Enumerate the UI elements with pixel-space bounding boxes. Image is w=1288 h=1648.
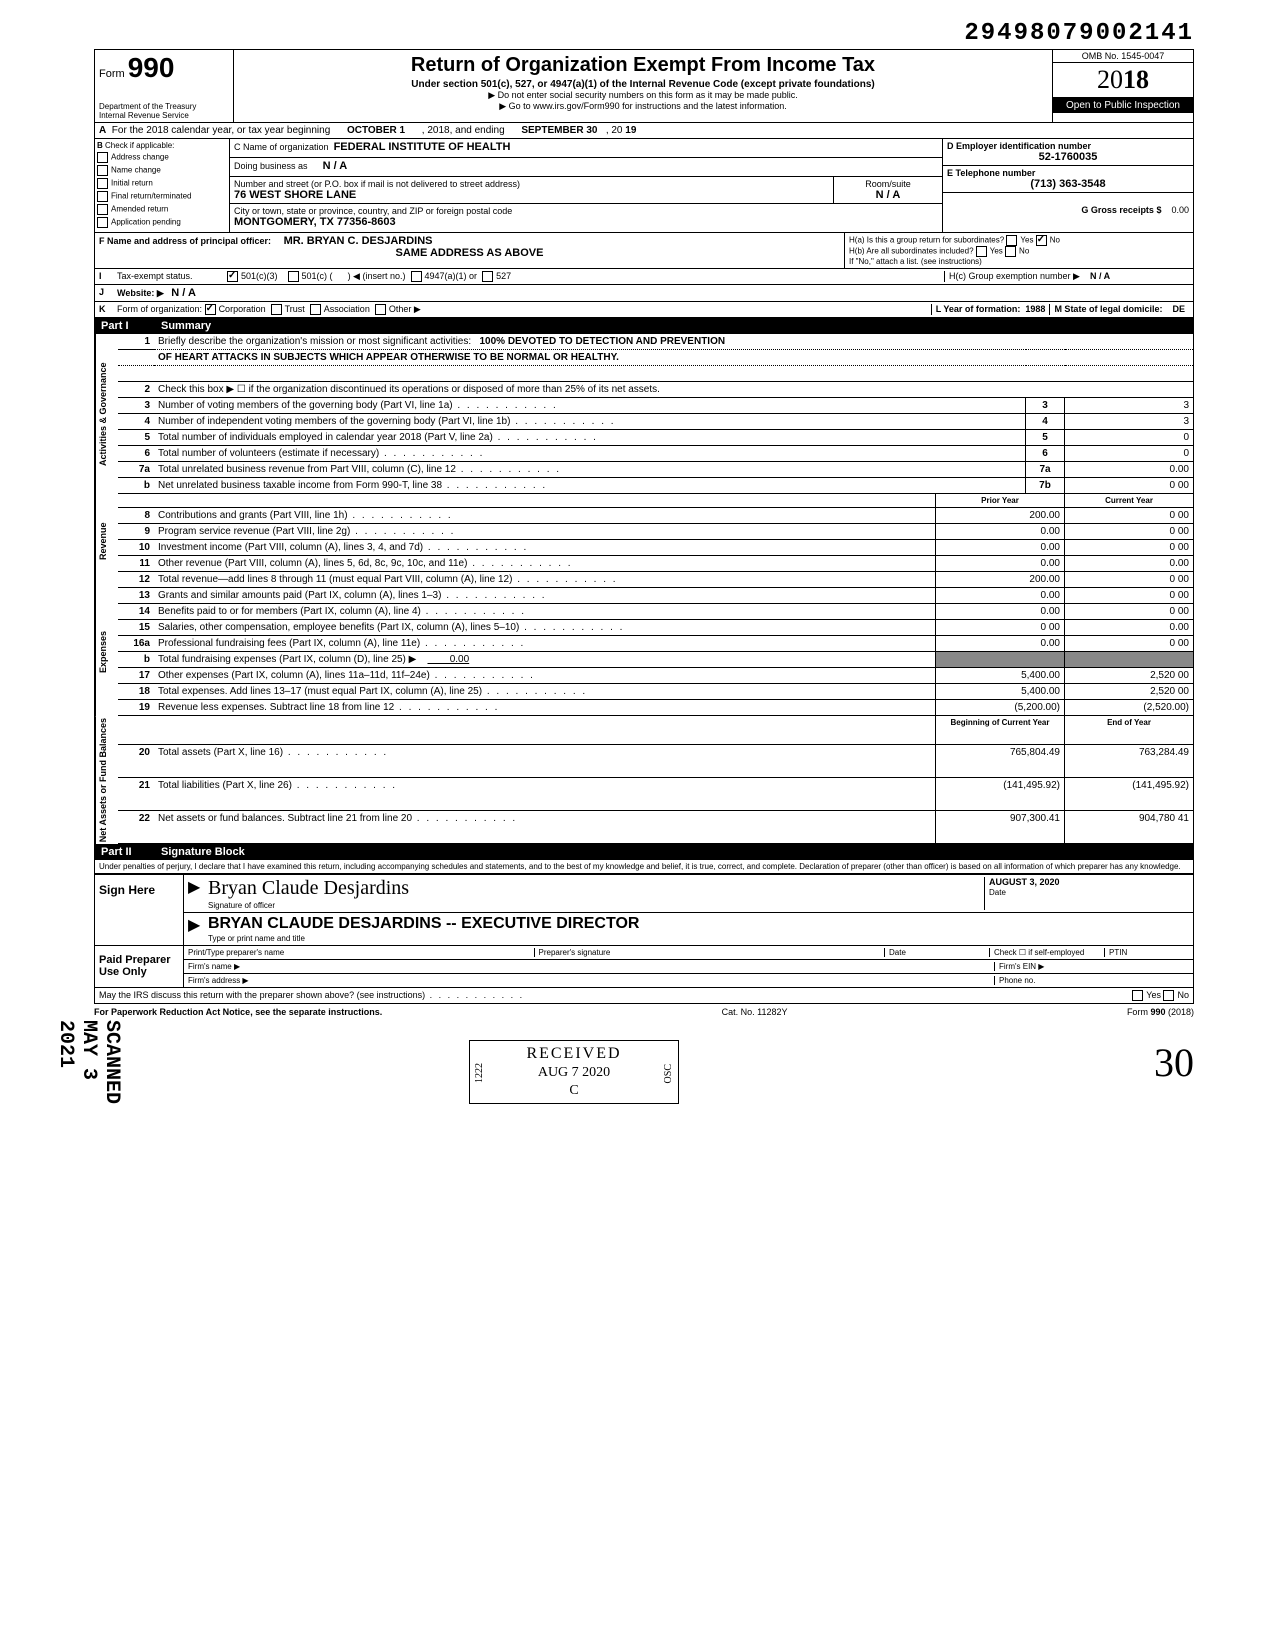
summary-row: 17Other expenses (Part IX, column (A), l…	[118, 668, 1193, 684]
form-header: Form 990 Department of the TreasuryInter…	[94, 49, 1194, 123]
summary-row: 6Total number of volunteers (estimate if…	[118, 446, 1193, 462]
dept-treasury: Department of the TreasuryInternal Reven…	[99, 102, 229, 120]
handwritten-page-number: 30	[1154, 1039, 1194, 1086]
chk-hb-yes[interactable]	[976, 246, 987, 257]
part-1-header: Part I Summary	[94, 318, 1194, 334]
year-formation: 1988	[1025, 304, 1045, 314]
summary-row: 2Check this box ▶ ☐ if the organization …	[118, 382, 1193, 398]
section-d: D Employer identification number52-17600…	[943, 139, 1193, 166]
form-subtitle: Under section 501(c), 527, or 4947(a)(1)…	[240, 79, 1046, 90]
section-side-label: Net Assets or Fund Balances	[95, 716, 118, 844]
summary-section: Activities & Governance1Briefly describe…	[94, 334, 1194, 494]
summary-row: 19Revenue less expenses. Subtract line 1…	[118, 700, 1193, 716]
chk-trust[interactable]	[271, 304, 282, 315]
chk-hb-no[interactable]	[1005, 246, 1016, 257]
state-domicile: DE	[1172, 304, 1185, 314]
chk-discuss-yes[interactable]	[1132, 990, 1143, 1001]
officer-name: MR. BRYAN C. DESJARDINS	[284, 235, 433, 247]
part-2-header: Part II Signature Block	[94, 844, 1194, 860]
summary-row: 3Number of voting members of the governi…	[118, 398, 1193, 414]
section-side-label: Revenue	[95, 494, 118, 588]
document-number: 29498079002141	[94, 20, 1194, 47]
chk-assoc[interactable]	[310, 304, 321, 315]
summary-row: 12Total revenue—add lines 8 through 11 (…	[118, 572, 1193, 588]
summary-row: 11Other revenue (Part VIII, column (A), …	[118, 556, 1193, 572]
org-name: FEDERAL INSTITUTE OF HEALTH	[334, 141, 511, 153]
chk-ha-yes[interactable]	[1006, 235, 1017, 246]
open-public-badge: Open to Public Inspection	[1053, 98, 1193, 113]
chk-final-return[interactable]	[97, 191, 108, 202]
chk-amended[interactable]	[97, 204, 108, 215]
section-e: E Telephone number(713) 363-3548	[943, 166, 1193, 193]
omb-number: OMB No. 1545-0047	[1053, 50, 1193, 63]
gross-receipts: 0.00	[1171, 205, 1189, 215]
summary-row: 5Total number of individuals employed in…	[118, 430, 1193, 446]
chk-application-pending[interactable]	[97, 217, 108, 228]
summary-section: Expenses13Grants and similar amounts pai…	[94, 588, 1194, 716]
summary-row: 13Grants and similar amounts paid (Part …	[118, 588, 1193, 604]
summary-row: 9Program service revenue (Part VIII, lin…	[118, 524, 1193, 540]
summary-row: 1Briefly describe the organization's mis…	[118, 334, 1193, 350]
chk-address-change[interactable]	[97, 152, 108, 163]
chk-corp[interactable]	[205, 304, 216, 315]
summary-row: 20Total assets (Part X, line 16)765,804.…	[118, 744, 1193, 777]
phone: (713) 363-3548	[947, 178, 1189, 190]
summary-row: 22Net assets or fund balances. Subtract …	[118, 811, 1193, 844]
room: N / A	[876, 189, 901, 201]
chk-initial-return[interactable]	[97, 178, 108, 189]
officer-typed-name: BRYAN CLAUDE DESJARDINS -- EXECUTIVE DIR…	[208, 915, 639, 932]
summary-row: 14Benefits paid to or for members (Part …	[118, 604, 1193, 620]
summary-row: 21Total liabilities (Part X, line 26)(14…	[118, 777, 1193, 810]
section-b: B Check if applicable: Address change Na…	[95, 139, 230, 232]
note-ssn: ▶ Do not enter social security numbers o…	[240, 90, 1046, 101]
section-side-label: Activities & Governance	[95, 334, 118, 494]
paid-preparer-label: Paid Preparer Use Only	[95, 946, 184, 987]
form-label: Form 990	[99, 68, 174, 80]
chk-527[interactable]	[482, 271, 493, 282]
ein: 52-1760035	[947, 151, 1189, 163]
chk-other[interactable]	[375, 304, 386, 315]
summary-row: 15Salaries, other compensation, employee…	[118, 620, 1193, 636]
chk-discuss-no[interactable]	[1163, 990, 1174, 1001]
chk-501c3[interactable]	[227, 271, 238, 282]
section-h: H(a) Is this a group return for subordin…	[844, 233, 1193, 268]
sign-date: AUGUST 3, 2020	[989, 877, 1060, 887]
officer-addr: SAME ADDRESS AS ABOVE	[396, 247, 544, 259]
perjury-statement: Under penalties of perjury, I declare th…	[94, 860, 1194, 874]
dba: N / A	[323, 160, 348, 172]
city-state-zip: MONTGOMERY, TX 77356-8603	[234, 216, 396, 228]
section-c: C Name of organization FEDERAL INSTITUTE…	[230, 139, 942, 232]
chk-501c[interactable]	[288, 271, 299, 282]
form-title: Return of Organization Exempt From Incom…	[240, 54, 1046, 77]
received-stamp: RECEIVED 1222 AUG 7 2020 OSC C	[469, 1040, 679, 1104]
chk-name-change[interactable]	[97, 165, 108, 176]
summary-row: 7aTotal unrelated business revenue from …	[118, 462, 1193, 478]
summary-section: Net Assets or Fund BalancesBeginning of …	[94, 716, 1194, 844]
scanned-stamp: SCANNED MAY 3 2021	[54, 1020, 123, 1104]
chk-ha-no[interactable]	[1036, 235, 1047, 246]
note-website: ▶ Go to www.irs.gov/Form990 for instruct…	[240, 101, 1046, 112]
officer-signature: Bryan Claude Desjardins	[208, 877, 409, 899]
summary-row: 18Total expenses. Add lines 13–17 (must …	[118, 684, 1193, 700]
section-f: F Name and address of principal officer:…	[95, 233, 844, 268]
tax-year: 2018	[1053, 63, 1193, 98]
chk-4947[interactable]	[411, 271, 422, 282]
street: 76 WEST SHORE LANE	[234, 189, 356, 201]
page-footer: For Paperwork Reduction Act Notice, see …	[94, 1004, 1194, 1020]
line-a: A For the 2018 calendar year, or tax yea…	[94, 123, 1194, 139]
sign-here-label: Sign Here	[95, 875, 184, 945]
summary-row: 4Number of independent voting members of…	[118, 414, 1193, 430]
section-side-label: Expenses	[95, 588, 118, 716]
summary-row: bNet unrelated business taxable income f…	[118, 478, 1193, 494]
summary-row: 16aProfessional fundraising fees (Part I…	[118, 636, 1193, 652]
summary-row: 8Contributions and grants (Part VIII, li…	[118, 508, 1193, 524]
discuss-row: May the IRS discuss this return with the…	[94, 988, 1194, 1004]
summary-section: RevenuePrior YearCurrent Year8Contributi…	[94, 494, 1194, 588]
summary-row: bTotal fundraising expenses (Part IX, co…	[118, 652, 1193, 668]
website: N / A	[171, 287, 196, 299]
section-g: G Gross receipts $ 0.00	[943, 193, 1193, 217]
summary-row: 10Investment income (Part VIII, column (…	[118, 540, 1193, 556]
